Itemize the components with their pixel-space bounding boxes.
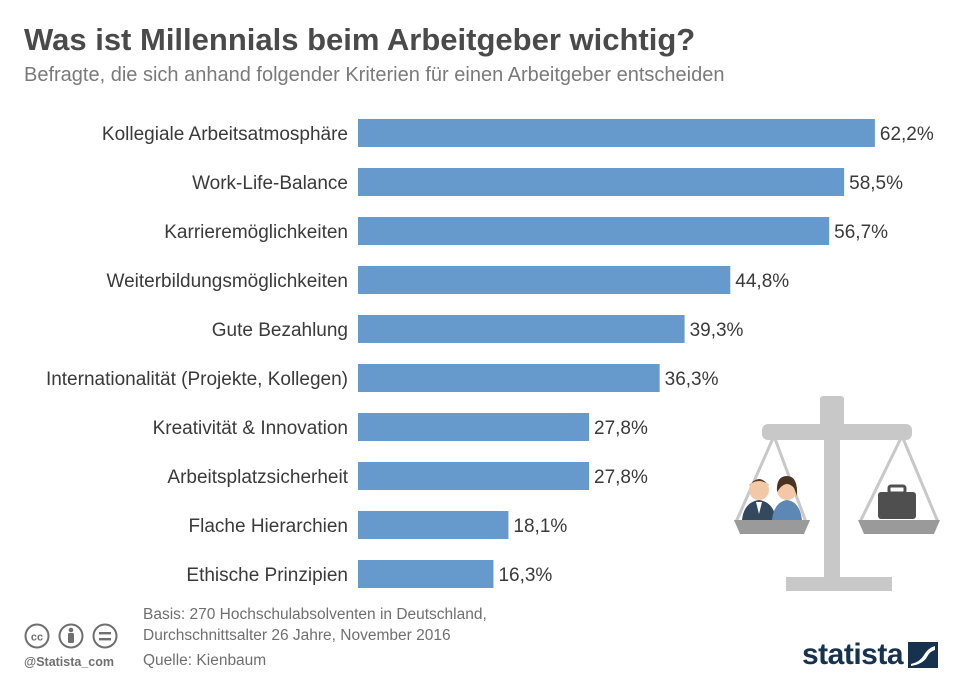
by-icon <box>58 623 84 649</box>
value-label: 56,7% <box>834 222 888 243</box>
category-label: Gute Bezahlung <box>212 320 348 341</box>
bar <box>358 364 660 392</box>
category-label: Karrieremöglichkeiten <box>164 222 348 243</box>
value-label: 62,2% <box>880 124 934 145</box>
basis-line-2: Durchschnittsalter 26 Jahre, November 20… <box>143 627 451 644</box>
license-icons: cc <box>24 622 120 655</box>
bar <box>358 315 685 343</box>
scale-illustration-icon <box>734 396 940 591</box>
value-label: 18,1% <box>513 516 567 537</box>
bar <box>358 413 590 441</box>
basis-line-1: Basis: 270 Hochschulabsolventen in Deuts… <box>143 606 487 623</box>
category-label: Arbeitsplatzsicherheit <box>167 467 348 488</box>
bar-chart: Kollegiale Arbeitsatmosphäre 62,2% Work-Li… <box>46 119 934 588</box>
statista-handle: @Statista_com <box>24 655 114 669</box>
source-line: Quelle: Kienbaum <box>143 652 267 669</box>
brand-wordmark: statista <box>802 638 904 671</box>
value-label: 39,3% <box>690 320 744 341</box>
value-label: 16,3% <box>498 565 552 586</box>
bar <box>358 168 845 196</box>
category-label: Kreativität & Innovation <box>153 418 348 439</box>
category-label: Work-Life-Balance <box>192 173 348 194</box>
nd-icon <box>92 623 118 649</box>
category-label: Kollegiale Arbeitsatmosphäre <box>102 124 348 145</box>
bar <box>358 560 494 588</box>
bar <box>358 511 509 539</box>
chart-title: Was ist Millennials beim Arbeitgeber wic… <box>24 22 696 57</box>
bar <box>358 462 590 490</box>
category-label: Internationalität (Projekte, Kollegen) <box>46 369 348 390</box>
value-label: 44,8% <box>735 271 789 292</box>
category-label: Ethische Prinzipien <box>186 565 348 586</box>
statista-logo[interactable]: statista <box>802 638 939 672</box>
value-label: 58,5% <box>849 173 903 194</box>
bar <box>358 119 875 147</box>
statista-flag-icon <box>908 642 939 668</box>
value-label: 27,8% <box>594 418 648 439</box>
bar <box>358 217 830 245</box>
svg-text:cc: cc <box>31 632 43 644</box>
chart-subtitle: Befragte, die sich anhand folgender Krit… <box>24 64 725 86</box>
value-label: 27,8% <box>594 467 648 488</box>
category-label: Weiterbildungsmöglichkeiten <box>107 271 349 292</box>
cc-icon: cc <box>24 623 50 649</box>
value-label: 36,3% <box>665 369 719 390</box>
bar <box>358 266 731 294</box>
category-label: Flache Hierarchien <box>189 516 348 537</box>
